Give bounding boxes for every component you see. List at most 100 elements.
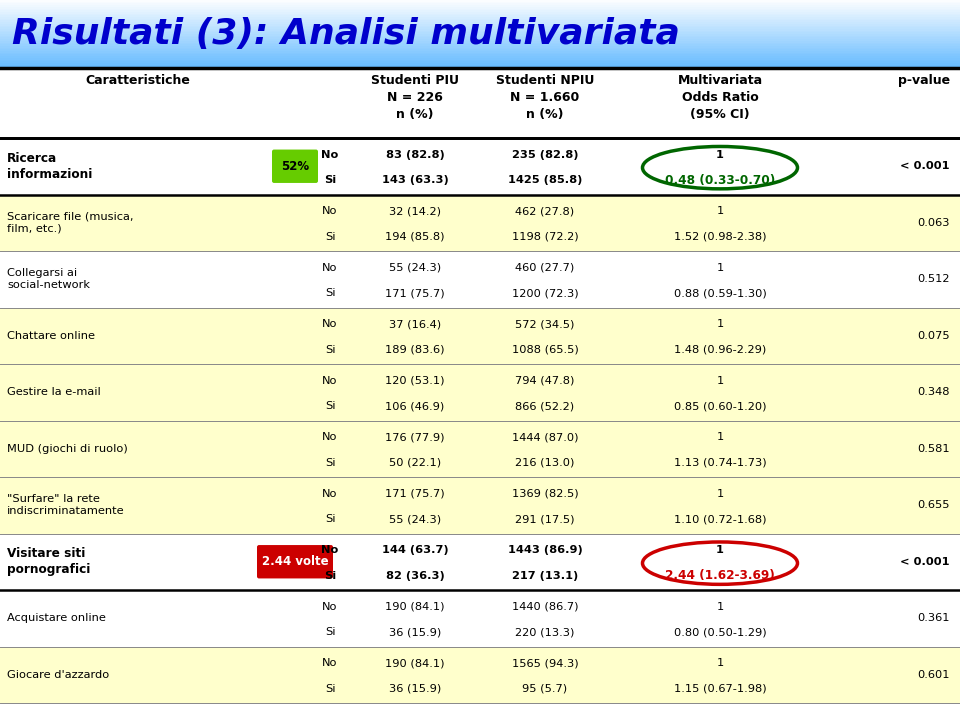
FancyBboxPatch shape: [0, 9, 960, 12]
Text: Scaricare file (musica,
film, etc.): Scaricare file (musica, film, etc.): [7, 212, 133, 234]
Text: 1: 1: [716, 658, 724, 668]
Text: 36 (15.9): 36 (15.9): [389, 684, 442, 694]
Text: 1088 (65.5): 1088 (65.5): [512, 345, 578, 355]
Text: No: No: [323, 207, 338, 216]
Text: 1198 (72.2): 1198 (72.2): [512, 232, 578, 242]
Text: 216 (13.0): 216 (13.0): [516, 458, 575, 468]
Text: 171 (75.7): 171 (75.7): [385, 288, 444, 298]
Text: 144 (63.7): 144 (63.7): [382, 546, 448, 556]
Text: 1: 1: [716, 546, 724, 556]
FancyBboxPatch shape: [0, 45, 960, 48]
FancyBboxPatch shape: [0, 4, 960, 7]
Text: 0.581: 0.581: [918, 443, 950, 454]
Text: 120 (53.1): 120 (53.1): [385, 376, 444, 386]
FancyBboxPatch shape: [0, 43, 960, 46]
Text: Si: Si: [324, 232, 335, 242]
Text: 2.44 volte: 2.44 volte: [262, 556, 328, 568]
FancyBboxPatch shape: [0, 35, 960, 37]
FancyBboxPatch shape: [0, 13, 960, 16]
Text: 217 (13.1): 217 (13.1): [512, 571, 578, 581]
Text: 0.48 (0.33-0.70): 0.48 (0.33-0.70): [665, 174, 775, 187]
Text: Ricerca
informazioni: Ricerca informazioni: [7, 152, 92, 180]
FancyBboxPatch shape: [0, 1, 960, 4]
FancyBboxPatch shape: [0, 30, 960, 32]
Text: Si: Si: [324, 458, 335, 468]
FancyBboxPatch shape: [0, 38, 960, 41]
Text: No: No: [323, 263, 338, 273]
Text: Caratteristiche: Caratteristiche: [85, 74, 190, 87]
Text: 1: 1: [716, 263, 724, 273]
Text: Si: Si: [324, 627, 335, 637]
Text: MUD (giochi di ruolo): MUD (giochi di ruolo): [7, 443, 128, 454]
FancyBboxPatch shape: [0, 195, 960, 251]
Text: 171 (75.7): 171 (75.7): [385, 489, 444, 499]
Text: 0.063: 0.063: [918, 218, 950, 228]
FancyBboxPatch shape: [0, 477, 960, 534]
Text: Si: Si: [324, 401, 335, 412]
Text: No: No: [323, 658, 338, 668]
Text: No: No: [323, 602, 338, 612]
Text: 235 (82.8): 235 (82.8): [512, 150, 578, 160]
Text: No: No: [323, 489, 338, 499]
Text: 1.48 (0.96-2.29): 1.48 (0.96-2.29): [674, 345, 766, 355]
FancyBboxPatch shape: [0, 364, 960, 420]
Text: p-value: p-value: [898, 74, 950, 87]
FancyBboxPatch shape: [0, 66, 960, 68]
FancyBboxPatch shape: [0, 59, 960, 61]
Text: 1: 1: [716, 376, 724, 386]
Text: 2.44 (1.62-3.69): 2.44 (1.62-3.69): [665, 570, 775, 582]
FancyBboxPatch shape: [0, 49, 960, 51]
Text: Gestire la e-mail: Gestire la e-mail: [7, 387, 101, 397]
Text: Si: Si: [324, 515, 335, 525]
Text: 0.88 (0.59-1.30): 0.88 (0.59-1.30): [674, 288, 766, 298]
Text: 55 (24.3): 55 (24.3): [389, 515, 441, 525]
FancyBboxPatch shape: [0, 60, 960, 63]
Text: Risultati (3): Analisi multivariata: Risultati (3): Analisi multivariata: [12, 17, 680, 51]
Text: Si: Si: [324, 288, 335, 298]
Text: 83 (82.8): 83 (82.8): [386, 150, 444, 160]
Text: 866 (52.2): 866 (52.2): [516, 401, 575, 412]
Text: Acquistare online: Acquistare online: [7, 613, 106, 623]
Text: 1: 1: [716, 207, 724, 216]
Text: 1444 (87.0): 1444 (87.0): [512, 432, 578, 443]
Text: 0.361: 0.361: [918, 613, 950, 623]
Text: 194 (85.8): 194 (85.8): [385, 232, 444, 242]
Text: 50 (22.1): 50 (22.1): [389, 458, 441, 468]
Text: 1: 1: [716, 602, 724, 612]
Text: 1: 1: [716, 489, 724, 499]
FancyBboxPatch shape: [272, 149, 318, 183]
FancyBboxPatch shape: [0, 646, 960, 703]
Text: 1.15 (0.67-1.98): 1.15 (0.67-1.98): [674, 684, 766, 694]
Text: No: No: [323, 432, 338, 443]
FancyBboxPatch shape: [0, 28, 960, 30]
Text: No: No: [322, 150, 339, 160]
Text: 55 (24.3): 55 (24.3): [389, 263, 441, 273]
Text: 1369 (82.5): 1369 (82.5): [512, 489, 578, 499]
FancyBboxPatch shape: [0, 39, 960, 42]
FancyBboxPatch shape: [0, 8, 960, 10]
Text: 36 (15.9): 36 (15.9): [389, 627, 442, 637]
FancyBboxPatch shape: [0, 47, 960, 49]
Text: Si: Si: [324, 571, 336, 581]
FancyBboxPatch shape: [0, 2, 960, 5]
FancyBboxPatch shape: [257, 545, 333, 578]
Text: 0.80 (0.50-1.29): 0.80 (0.50-1.29): [674, 627, 766, 637]
FancyBboxPatch shape: [0, 14, 960, 17]
Text: Si: Si: [324, 345, 335, 355]
FancyBboxPatch shape: [0, 62, 960, 65]
Text: 189 (83.6): 189 (83.6): [385, 345, 444, 355]
Text: 143 (63.3): 143 (63.3): [382, 176, 448, 185]
FancyBboxPatch shape: [0, 63, 960, 66]
Text: 106 (46.9): 106 (46.9): [385, 401, 444, 412]
Text: No: No: [323, 376, 338, 386]
Text: 190 (84.1): 190 (84.1): [385, 658, 444, 668]
Text: 1443 (86.9): 1443 (86.9): [508, 546, 583, 556]
Text: No: No: [323, 319, 338, 329]
FancyBboxPatch shape: [0, 11, 960, 13]
Text: 1440 (86.7): 1440 (86.7): [512, 602, 578, 612]
FancyBboxPatch shape: [0, 420, 960, 477]
Text: Collegarsi ai
social-network: Collegarsi ai social-network: [7, 268, 90, 290]
Text: < 0.001: < 0.001: [900, 557, 950, 567]
FancyBboxPatch shape: [0, 55, 960, 58]
Text: 32 (14.2): 32 (14.2): [389, 207, 441, 216]
